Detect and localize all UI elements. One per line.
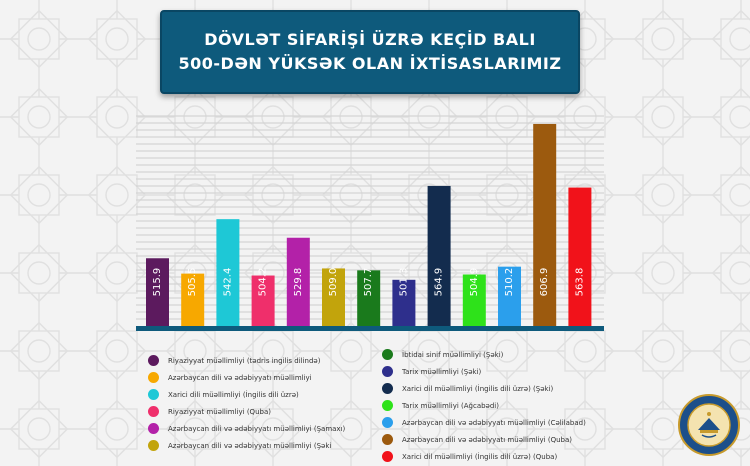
bar-value-label: 505.5 [187,268,198,297]
legend-swatch [382,400,393,411]
bar-13 [568,187,592,326]
legend-item: Xarici dil müəllimliyi (İngilis dili üzr… [382,380,553,397]
bar-12 [533,123,557,326]
bar-value-label: 507.7 [363,268,374,297]
legend-item: Riyaziyyat müəllimliyi (tədris ingilis d… [148,352,320,369]
legend-label: Xarici dili müəllimliyi (İngilis dili üz… [168,390,299,399]
bar-value-label: 564.9 [434,268,445,297]
bar-value-label: 510.2 [504,268,515,297]
chart-title-line2: 500-DƏN YÜKSƏK OLAN İXTİSASLARIMIZ [178,54,562,73]
legend-label: Azərbaycan dili və ədəbiyyatı müəllimliy… [402,418,586,427]
legend-label: Riyaziyyat müəllimliyi (tədris ingilis d… [168,356,321,365]
legend-swatch [148,423,159,434]
legend-item: Azərbaycan dili və ədəbiyyatı müəllimliy… [382,414,586,431]
bar-value-label: 515.9 [152,268,163,297]
legend-label: Azərbaycan dili və ədəbiyyatı müəllimliy… [168,424,346,433]
legend-item: Tarix müəllimliyi (Ağcabədi) [382,397,499,414]
bar-7 [357,270,381,326]
legend-item: Riyaziyyat müəllimliyi (Quba) [148,403,271,420]
bar-5 [286,237,310,326]
bar-8 [392,279,416,326]
bar-value-label: 504.2 [258,268,269,297]
legend-swatch [148,406,159,417]
legend-item: Xarici dili müəllimliyi (İngilis dili üz… [148,386,299,403]
legend-swatch [382,383,393,394]
bar-value-label: 529.8 [293,268,304,297]
legend-item: Azərbaycan dili və ədəbiyyatı müəllimliy… [382,431,572,448]
legend-label: Xarici dil müəllimliyi (İngilis dili üzr… [402,452,558,461]
value-labels: 515.9 505.5 542.4 504.2 529.8 509.0 507.7 501.3… [152,268,585,297]
bar-2 [181,273,205,326]
legend-item: İbtidai sinif müəllimliyi (Şəki) [382,346,503,363]
legend-label: Azərbaycan dili və ədəbiyyatı müəllimliy… [168,373,312,382]
legend-swatch [148,440,159,451]
bar-9 [427,185,451,326]
bar-value-label: 563.8 [574,268,585,297]
legend-swatch [382,366,393,377]
legend-item: Azərbaycan dili və ədəbiyyatı müəllimliy… [148,420,345,437]
bar-value-label: 606.9 [539,268,550,297]
x-axis [136,326,604,331]
legend-item: Azərbaycan dili və ədəbiyyatı müəllimliy… [148,437,331,454]
bar-1 [146,258,169,326]
bar-value-label: 504.9 [469,268,480,297]
legend-label: Azərbaycan dili və ədəbiyyatı müəllimliy… [168,441,332,450]
legend-label: Xarici dil müəllimliyi (İngilis dili üzr… [402,384,554,393]
legend-item: Azərbaycan dili və ədəbiyyatı müəllimliy… [148,369,312,386]
bar-3 [216,219,240,326]
legend-swatch [148,355,159,366]
legend-swatch [382,349,393,360]
legend-label: Tarix müəllimliyi (Şəki) [402,367,482,376]
chart-title-line1: DÖVLƏT SİFARİŞİ ÜZRƏ KEÇİD BALI [204,30,536,49]
legend-swatch [148,372,159,383]
legend-item: Xarici dil müəllimliyi (İngilis dili üzr… [382,448,557,465]
bar-value-label: 509.0 [328,268,339,297]
bar-11 [498,266,521,326]
university-seal-icon [678,394,740,456]
legend-swatch [382,451,393,462]
legend-swatch [382,417,393,428]
bar-6 [322,268,345,326]
legend-label: Riyaziyyat müəllimliyi (Quba) [168,407,271,416]
legend-item: Tarix müəllimliyi (Şəki) [382,363,481,380]
bar-value-label: 501.3 [398,268,409,297]
legend-label: İbtidai sinif müəllimliyi (Şəki) [402,350,504,359]
bar-4 [251,275,275,326]
bars [146,123,592,326]
bar-10 [462,274,486,326]
legend-label: Tarix müəllimliyi (Ağcabədi) [402,401,499,410]
bar-value-label: 542.4 [222,268,233,297]
chart-title-box: DÖVLƏT SİFARİŞİ ÜZRƏ KEÇİD BALI 500-DƏN … [160,10,580,94]
legend: Riyaziyyat müəllimliyi (tədris ingilis d… [148,346,608,464]
legend-swatch [382,434,393,445]
legend-label: Azərbaycan dili və ədəbiyyatı müəllimliy… [402,435,572,444]
legend-swatch [148,389,159,400]
